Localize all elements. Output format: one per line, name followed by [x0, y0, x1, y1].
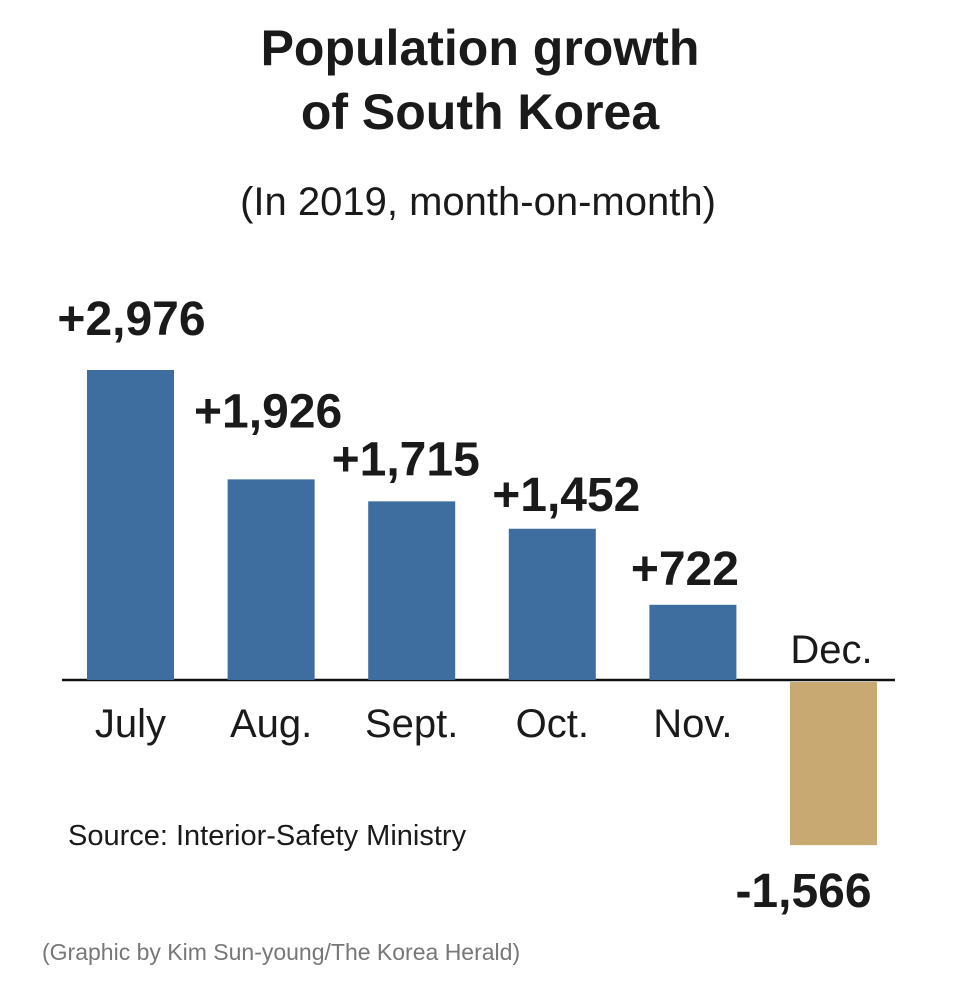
value-label: -1,566 — [735, 865, 871, 918]
value-label: +1,926 — [194, 385, 342, 438]
source-note: Source: Interior-Safety Ministry — [68, 820, 467, 852]
value-label: +1,452 — [492, 469, 640, 522]
category-label: Oct. — [516, 702, 589, 746]
value-label: +2,976 — [57, 293, 205, 346]
category-label: Nov. — [653, 702, 732, 746]
category-label: Dec. — [790, 628, 872, 672]
bar — [87, 370, 174, 680]
bar — [368, 501, 456, 680]
bar — [649, 604, 737, 680]
credit-note: (Graphic by Kim Sun-young/The Korea Hera… — [42, 939, 520, 965]
bar — [790, 682, 877, 846]
category-label: Sept. — [365, 702, 458, 746]
value-label: +1,715 — [332, 433, 480, 486]
value-label: +722 — [631, 543, 739, 596]
category-label: Aug. — [230, 702, 312, 746]
chart-title: Population growth — [261, 20, 700, 76]
category-label: July — [95, 702, 166, 746]
chart-subtitle: (In 2019, month-on-month) — [240, 180, 716, 224]
chart-title: of South Korea — [301, 84, 661, 140]
bar — [227, 479, 315, 680]
bar — [508, 528, 596, 680]
